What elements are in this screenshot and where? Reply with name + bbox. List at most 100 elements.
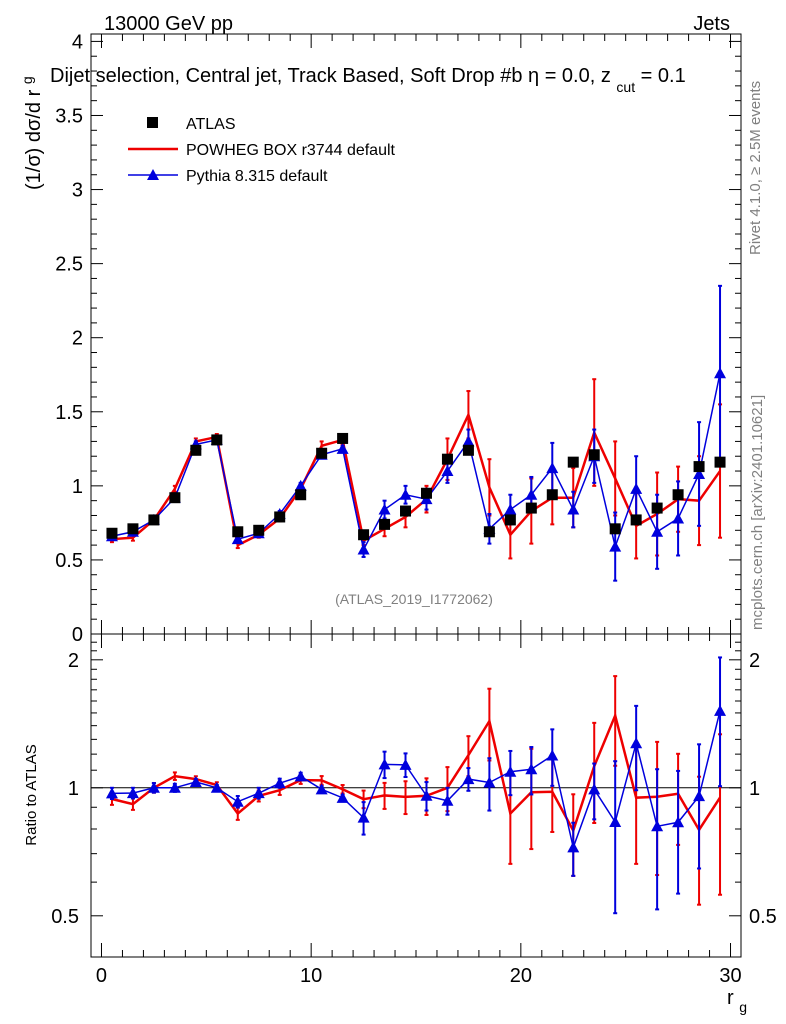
pythia-ratio-point: [336, 791, 349, 803]
pythia-ratio-point: [294, 770, 307, 782]
pythia-point: [441, 465, 454, 477]
x-tick-label: 30: [719, 965, 741, 987]
pythia-point: [294, 479, 307, 491]
pythia-line: [111, 373, 721, 552]
atlas-point: [274, 511, 286, 523]
y-tick-label-top: 2: [72, 328, 83, 350]
atlas-point: [609, 523, 621, 535]
pythia-ratio-point: [588, 783, 601, 795]
pythia-point: [630, 482, 643, 494]
pythia-point: [525, 488, 538, 500]
atlas-point: [316, 447, 328, 459]
legend: ATLAS POWHEG BOX r3744 default Pythia 8.…: [128, 116, 396, 185]
y-tick-label-top: 0: [72, 624, 83, 646]
y-tick-label-ratio-left: 1: [68, 778, 79, 800]
pythia-ratio-point: [357, 811, 370, 823]
legend-atlas-label: ATLAS: [186, 116, 236, 133]
mcplots-label: mcplots.cern.ch [arXiv:2401.10621]: [749, 395, 766, 630]
atlas-point: [462, 444, 474, 456]
atlas-point: [148, 514, 160, 526]
pythia-point: [693, 468, 706, 479]
atlas-point: [504, 514, 516, 526]
y-axis-label-top: (1/σ) dσ/d r g: [19, 76, 45, 190]
atlas-point: [672, 489, 684, 501]
y-tick-label-ratio-right: 2: [749, 650, 760, 672]
pythia-ratio-point: [441, 794, 454, 806]
atlas-point: [651, 502, 663, 514]
plot-title: Dijet selection, Central jet, Track Base…: [50, 65, 686, 97]
atlas-point: [693, 461, 705, 473]
pythia-ratio-point: [147, 781, 160, 793]
pythia-ratio-point: [378, 758, 391, 770]
legend-pythia-label: Pythia 8.315 default: [186, 168, 328, 185]
pythia-point: [651, 525, 664, 537]
atlas-point: [567, 456, 579, 468]
atlas-point: [441, 453, 453, 465]
category-label: Jets: [693, 13, 730, 35]
pythia-point: [399, 488, 412, 500]
y-tick-label-top: 4: [72, 31, 83, 53]
pythia-point: [672, 512, 685, 524]
pythia-ratio-point: [630, 737, 643, 749]
atlas-point: [400, 505, 412, 517]
pythia-ratio-point: [693, 790, 706, 802]
pythia-ratio-point: [126, 787, 139, 799]
pythia-point: [504, 503, 517, 515]
pythia-ratio-point: [399, 758, 412, 770]
legend-powheg-label: POWHEG BOX r3744 default: [186, 142, 396, 159]
powheg-line: [111, 411, 722, 547]
pythia-ratio-point: [609, 815, 622, 827]
top-axis-labels: 0 0.5 1 1.5 2 2.5 3 3.5 4: [55, 31, 83, 646]
title-sub: cut: [616, 79, 635, 95]
ratio-axis-ticks: [91, 634, 741, 957]
ylabel-top-sub: g: [19, 76, 35, 84]
x-tick-label: 10: [300, 965, 322, 987]
pythia-ratio-point: [504, 765, 517, 777]
ratio-axis-labels: 0.5 1 2 0.5 1 2: [51, 650, 777, 928]
ylabel-top-main: (1/σ) dσ/d r: [23, 89, 45, 190]
atlas-point: [420, 487, 432, 499]
y-tick-label-top: 3.5: [55, 105, 83, 127]
atlas-point: [588, 449, 600, 461]
pythia-ratio-point: [252, 787, 265, 799]
atlas-point: [295, 489, 307, 501]
atlas-point: [190, 444, 202, 456]
pythia-ratio-point: [546, 749, 559, 761]
y-tick-label-top: 3: [72, 180, 83, 202]
pythia-ratio-point: [231, 795, 244, 807]
y-tick-label-ratio-right: 1: [749, 778, 760, 800]
pythia-ratio-point: [672, 816, 685, 828]
pythia-point: [462, 435, 475, 447]
atlas-point: [358, 529, 370, 541]
atlas-point: [127, 523, 139, 535]
title-main: Dijet selection, Central jet, Track Base…: [50, 65, 522, 87]
pythia-ratio-point: [168, 781, 181, 793]
xlabel-sub: g: [739, 999, 747, 1015]
pythia-ratio-point: [483, 776, 496, 788]
ratio-series-layer: [105, 656, 727, 915]
analysis-label: (ATLAS_2019_I1772062): [335, 591, 493, 607]
rivet-label: Rivet 4.1.0, ≥ 2.5M events: [747, 81, 764, 255]
pythia-point: [378, 503, 391, 515]
y-tick-label-top: 1: [72, 476, 83, 498]
pythia-ratio-point: [651, 820, 664, 832]
atlas-point: [379, 518, 391, 530]
x-tick-label: 20: [510, 965, 532, 987]
x-axis-label: r g: [727, 987, 747, 1015]
pythia-ratio-point: [462, 773, 475, 785]
atlas-point: [106, 527, 118, 539]
atlas-point: [714, 456, 726, 468]
y-tick-label-top: 1.5: [55, 402, 83, 424]
pythia-point: [357, 543, 370, 555]
pythia-ratio-point: [567, 841, 580, 853]
x-tick-label: 0: [96, 965, 107, 987]
pythia-ratio-point: [525, 763, 538, 775]
pythia-ratio-line: [111, 710, 721, 851]
pythia-ratio-point: [105, 787, 118, 799]
xlabel-main: r: [727, 987, 734, 1009]
atlas-point: [253, 524, 265, 536]
atlas-point: [483, 526, 495, 538]
legend-pythia-marker: [147, 169, 159, 180]
pythia-point: [546, 462, 559, 474]
